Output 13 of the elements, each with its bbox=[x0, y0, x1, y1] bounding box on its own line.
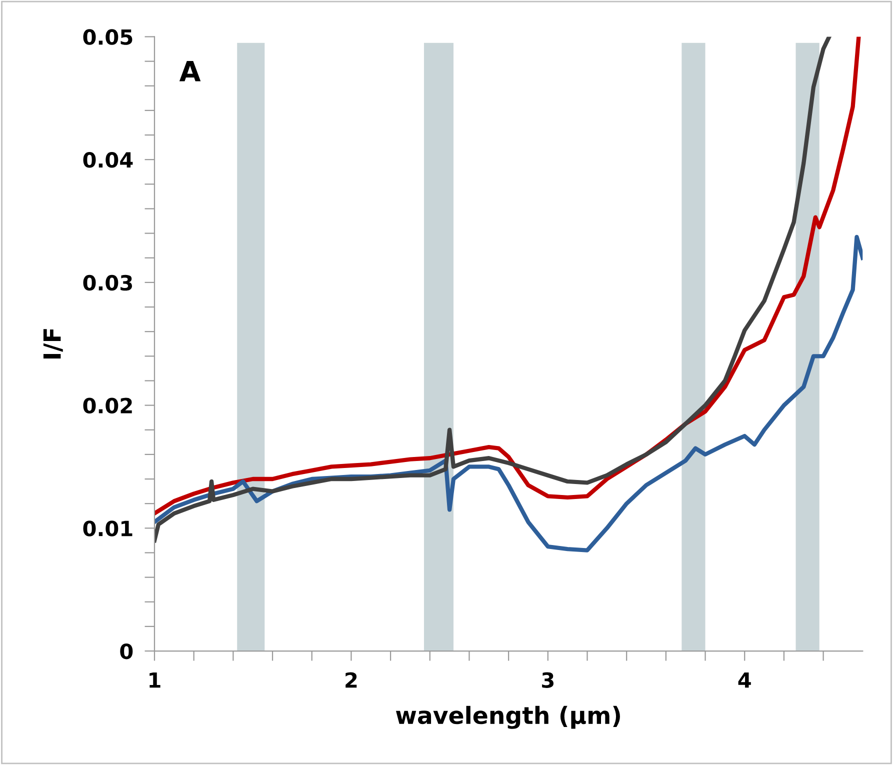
annotation: A bbox=[179, 60, 201, 82]
x-tick-label: 2 bbox=[346, 672, 357, 688]
y-axis-title: I/F bbox=[43, 329, 63, 358]
x-tick-label: 1 bbox=[150, 672, 160, 688]
x-axis-title: wavelength (µm) bbox=[396, 706, 620, 729]
y-tick-label: 0.05 bbox=[83, 29, 132, 45]
y-tick-label: 0 bbox=[120, 643, 133, 660]
x-tick-label: 4 bbox=[738, 672, 751, 688]
y-tick-label: 0.03 bbox=[83, 274, 132, 291]
y-tick-label: 0.01 bbox=[83, 520, 132, 536]
y-tick-label: 0.02 bbox=[83, 398, 132, 414]
x-tick-label: 3 bbox=[542, 672, 554, 688]
y-tick-label: 0.04 bbox=[83, 152, 133, 168]
